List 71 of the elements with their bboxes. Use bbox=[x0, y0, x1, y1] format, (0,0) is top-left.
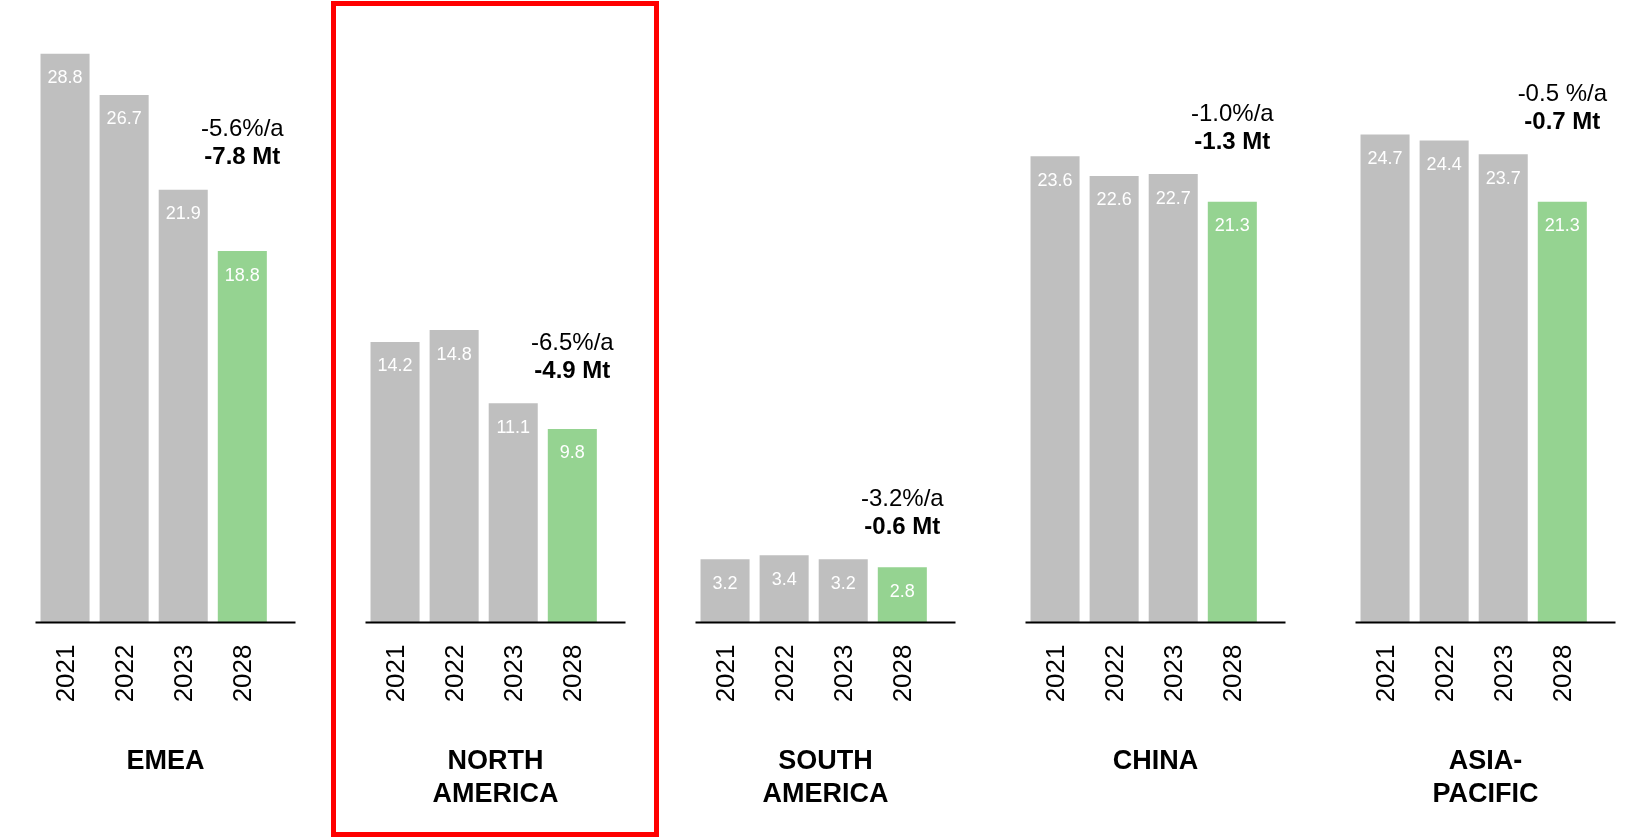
x-axis-title: SOUTH AMERICA bbox=[762, 745, 889, 809]
x-tick-label: 2021 bbox=[380, 644, 411, 703]
data-label: 22.7 bbox=[1155, 187, 1191, 208]
x-tick-label: 2021 bbox=[1040, 644, 1071, 703]
data-label: 21.3 bbox=[1544, 215, 1580, 236]
annotation: -6.5%/a bbox=[530, 327, 615, 355]
annotation: -7.8 Mt bbox=[204, 142, 281, 170]
x-tick-label: 2028 bbox=[1547, 644, 1578, 703]
bar bbox=[1148, 174, 1198, 623]
bar bbox=[1537, 201, 1587, 623]
x-tick-label: 2022 bbox=[439, 644, 470, 703]
data-label: 11.1 bbox=[496, 416, 531, 437]
text: -0.5 %/a bbox=[1517, 78, 1608, 106]
x-tick-label: 2023 bbox=[1488, 644, 1519, 703]
data-label: 24.4 bbox=[1426, 153, 1462, 174]
x-tick-label: 2028 bbox=[227, 644, 258, 703]
bar bbox=[429, 330, 479, 623]
x-tick-label: 2021 bbox=[50, 644, 81, 703]
x-tick-label: 2023 bbox=[168, 644, 199, 703]
x-axis-title: EMEA bbox=[126, 745, 205, 776]
x-tick-label: 2022 bbox=[1099, 644, 1130, 703]
data-label: 3.2 bbox=[830, 572, 856, 593]
bar bbox=[1030, 156, 1080, 623]
text: -0.6 Mt bbox=[864, 511, 941, 539]
bar bbox=[1478, 154, 1528, 623]
data-label: 14.8 bbox=[436, 343, 472, 364]
bar bbox=[40, 53, 90, 623]
data-label: 3.4 bbox=[771, 568, 797, 589]
x-tick-label: 2021 bbox=[1370, 644, 1401, 703]
data-label: 22.6 bbox=[1096, 189, 1132, 210]
x-axis-title: CHINA bbox=[1112, 745, 1199, 776]
x-tick-label: 2023 bbox=[498, 644, 529, 703]
text: -3.2%/a bbox=[860, 483, 945, 511]
bar bbox=[488, 403, 538, 623]
bar bbox=[158, 189, 208, 623]
x-tick-label: 2022 bbox=[769, 644, 800, 703]
x-tick-label: 2023 bbox=[1158, 644, 1189, 703]
x-axis-title: ASIA- PACIFIC bbox=[1432, 745, 1539, 809]
annotation: -4.9 Mt bbox=[534, 355, 611, 383]
data-label: 23.6 bbox=[1037, 169, 1073, 190]
x-tick-label: 2028 bbox=[887, 644, 918, 703]
x-tick-label: 2023 bbox=[828, 644, 859, 703]
data-label: 14.2 bbox=[377, 355, 413, 376]
text: -1.0%/a bbox=[1190, 98, 1275, 126]
bar bbox=[99, 94, 149, 623]
text: -1.3 Mt bbox=[1194, 126, 1271, 154]
x-tick-label: 2028 bbox=[557, 644, 588, 703]
data-label: 28.8 bbox=[47, 67, 83, 87]
bar bbox=[1419, 140, 1469, 623]
data-label: 18.8 bbox=[224, 264, 260, 285]
x-tick-label: 2028 bbox=[1217, 644, 1248, 703]
x-axis-title: NORTH AMERICA bbox=[432, 745, 559, 809]
bar bbox=[217, 251, 267, 623]
data-label: 23.7 bbox=[1485, 167, 1521, 188]
bar bbox=[1207, 201, 1257, 623]
bar bbox=[547, 428, 597, 623]
data-label: 26.7 bbox=[106, 108, 142, 129]
data-label: 21.3 bbox=[1214, 215, 1250, 236]
bar bbox=[1089, 175, 1139, 623]
data-label: 9.8 bbox=[559, 442, 585, 463]
data-label: 2.8 bbox=[889, 580, 915, 601]
data-label: 21.9 bbox=[165, 203, 201, 224]
text: -0.7 Mt bbox=[1524, 106, 1601, 134]
data-label: 24.7 bbox=[1367, 148, 1403, 168]
x-tick-label: 2022 bbox=[109, 644, 140, 703]
data-label: 3.2 bbox=[712, 572, 738, 593]
annotation: -5.6%/a bbox=[200, 114, 285, 142]
bar bbox=[370, 341, 420, 623]
x-tick-label: 2022 bbox=[1429, 644, 1460, 703]
bar bbox=[1360, 134, 1410, 623]
x-tick-label: 2021 bbox=[710, 644, 741, 703]
